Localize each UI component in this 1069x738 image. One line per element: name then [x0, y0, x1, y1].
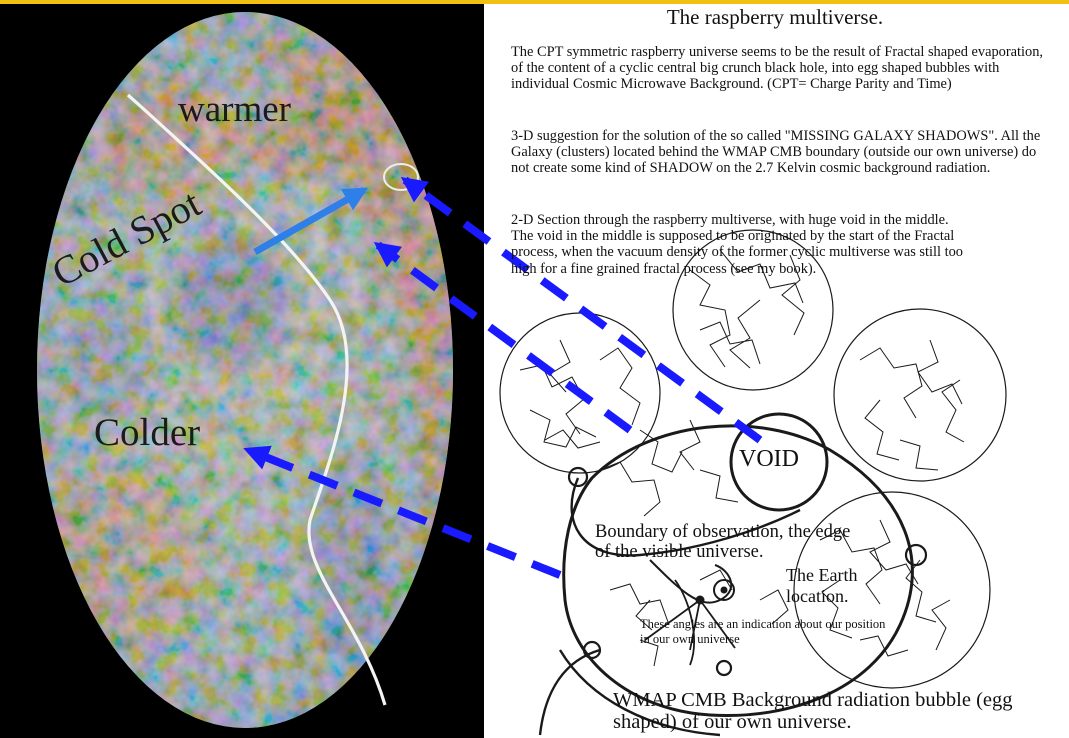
missing-galaxy-shadows-paragraph: 3-D suggestion for the solution of the s… — [511, 128, 1041, 177]
raspberry-multiverse-diagram — [499, 229, 1007, 737]
description-paragraph: The CPT symmetric raspberry universe see… — [511, 44, 1044, 93]
angles-note-label: These angles are an indication about our… — [640, 617, 886, 646]
colder-label: Colder — [94, 411, 201, 454]
earth-location-label: The Earth location. — [786, 565, 858, 606]
void-circle — [729, 412, 829, 512]
dashed-arrows — [243, 176, 763, 579]
top-accent-bar — [0, 0, 1069, 4]
earth-marker — [713, 579, 735, 601]
section-paragraph: 2-D Section through the raspberry multiv… — [511, 212, 1056, 277]
arrow-void-to-cold-spot — [400, 176, 763, 444]
boundary-label: Boundary of observation, the edge of the… — [595, 522, 851, 562]
bubble-top — [672, 229, 834, 391]
bubble-bottom-right — [793, 491, 991, 689]
page-title: The raspberry multiverse. — [666, 5, 884, 29]
section-paragraph-line: The void in the middle is supposed to be… — [511, 228, 955, 245]
warmer-label: warmer — [178, 89, 291, 130]
arrow-left-to-warm-band — [373, 241, 633, 434]
arrow-boundary-to-colder — [243, 445, 562, 579]
wmap-bubble-label: WMAP CMB Background radiation bubble (eg… — [613, 689, 1013, 733]
section-paragraph-line: process, when the vacuum density of the … — [511, 244, 963, 261]
section-paragraph-line: high for a fine grained fractal process … — [511, 260, 817, 277]
section-paragraph-line: 2-D Section through the raspberry multiv… — [511, 212, 949, 228]
void-label: VOID — [739, 446, 799, 472]
cold-spot-arrow — [253, 186, 369, 256]
bubble-right — [833, 308, 1007, 482]
